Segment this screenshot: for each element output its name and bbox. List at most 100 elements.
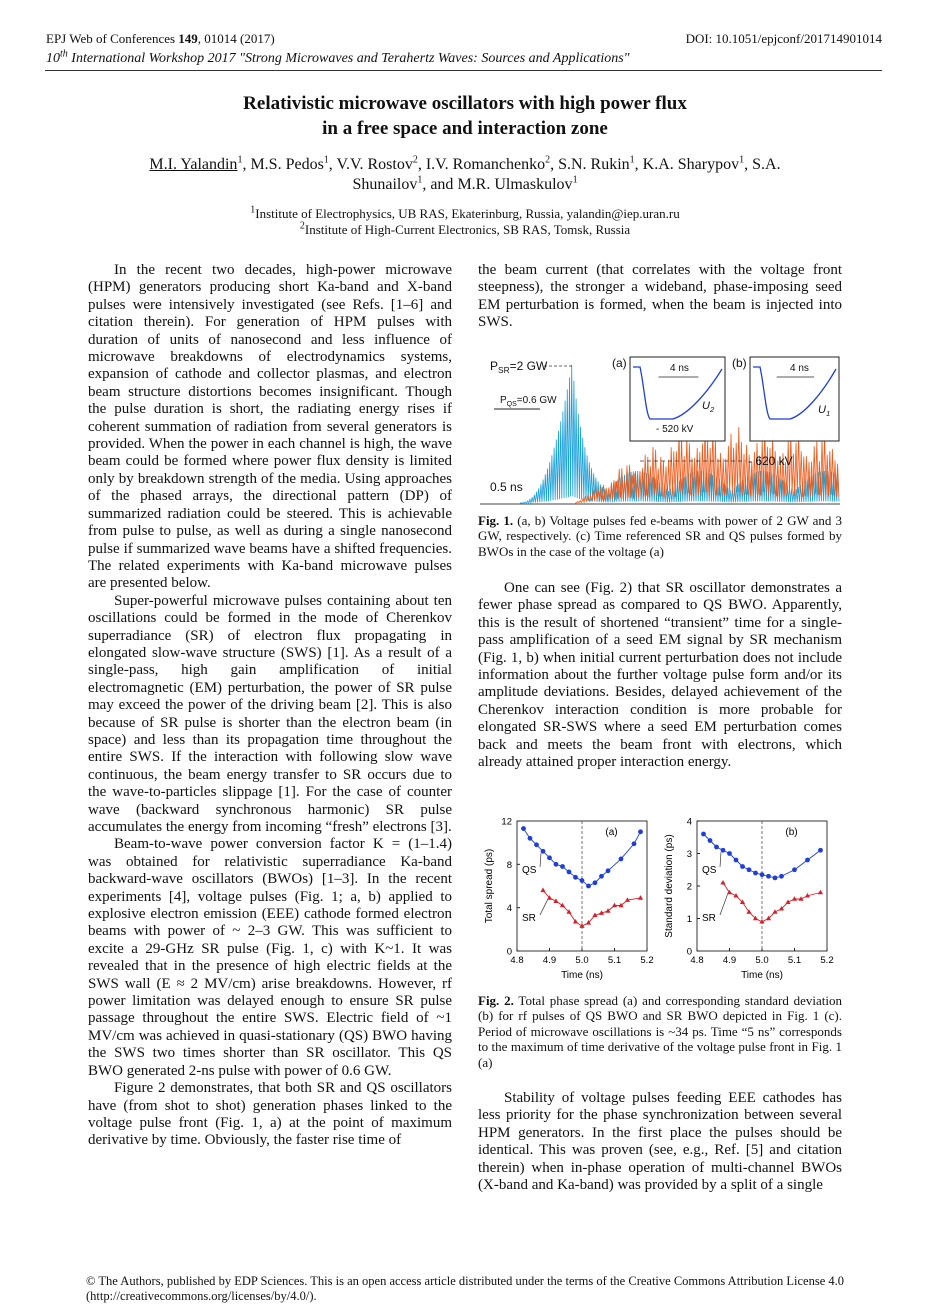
voltage-trace bbox=[753, 366, 837, 420]
left-column: In the recent two decades, high-power mi… bbox=[88, 262, 452, 1150]
workshop-name: International Workshop 2017 "Strong Micr… bbox=[67, 51, 630, 66]
x-tick-label: 4.8 bbox=[690, 955, 703, 966]
figure-caption: Fig. 1. (a, b) Voltage pulses fed e-beam… bbox=[478, 513, 842, 559]
data-point bbox=[733, 857, 739, 863]
affiliation-mark: 2 bbox=[412, 154, 418, 166]
data-point bbox=[553, 898, 559, 903]
data-point bbox=[618, 902, 624, 908]
series-annotation: QS bbox=[522, 865, 537, 876]
x-tick-label: 4.9 bbox=[723, 955, 736, 966]
header-rule bbox=[45, 70, 882, 71]
fit-line bbox=[542, 890, 641, 927]
data-point bbox=[720, 879, 726, 885]
data-point bbox=[766, 873, 771, 879]
figure-label: (a) bbox=[612, 356, 627, 370]
affiliation-text: Institute of High-Current Electronics, S… bbox=[304, 222, 631, 237]
label-text: U bbox=[702, 400, 710, 412]
author: I.V. Romanchenko2, bbox=[426, 155, 559, 173]
data-point bbox=[540, 848, 546, 854]
label-text: 4 ns bbox=[670, 363, 689, 374]
author: M.R. Ulmaskulov1 bbox=[457, 174, 578, 193]
separator: , bbox=[550, 156, 559, 173]
label-rest: =2 GW bbox=[510, 359, 548, 373]
data-point bbox=[579, 878, 585, 883]
title-line: in a free space and interaction zone bbox=[322, 118, 608, 139]
paragraph: Super-powerful microwave pulses containi… bbox=[88, 592, 452, 835]
data-point bbox=[546, 895, 553, 900]
ordinal: 10 bbox=[46, 51, 60, 66]
affiliation-mark: 1 bbox=[237, 154, 243, 166]
data-point bbox=[805, 857, 810, 863]
data-point bbox=[746, 867, 752, 873]
y-tick-label: 3 bbox=[687, 849, 692, 860]
data-point bbox=[566, 909, 572, 914]
data-point bbox=[631, 841, 637, 847]
data-point bbox=[817, 889, 824, 895]
label-subscript: QS bbox=[507, 401, 517, 408]
series-annotation: SR bbox=[522, 913, 536, 924]
data-point bbox=[585, 920, 592, 925]
separator: , bbox=[242, 156, 251, 173]
affiliation-number: 1 bbox=[250, 204, 256, 216]
data-point bbox=[592, 912, 598, 918]
affiliation: 2Institute of High-Current Electronics, … bbox=[115, 220, 815, 238]
data-point bbox=[559, 902, 566, 908]
author-name: S.A. Shunailov bbox=[352, 156, 781, 193]
label-text: (b) bbox=[732, 356, 747, 370]
data-point bbox=[818, 847, 823, 853]
label-text: 4 ns bbox=[790, 363, 809, 374]
data-point bbox=[752, 915, 759, 921]
annotation-leader bbox=[539, 899, 548, 916]
data-point bbox=[553, 861, 559, 867]
x-tick-label: 5.2 bbox=[640, 955, 653, 966]
y-tick-label: 4 bbox=[687, 817, 692, 828]
affiliation-mark: 1 bbox=[572, 174, 578, 186]
annotation-leader bbox=[719, 894, 728, 916]
panel-label: (a) bbox=[605, 827, 617, 838]
data-point bbox=[753, 870, 758, 876]
paragraph: the beam current (that correlates with t… bbox=[478, 262, 842, 331]
article-number: , 01014 (2017) bbox=[197, 31, 275, 46]
data-point bbox=[586, 883, 591, 889]
caption-text: (a, b) Voltage pulses fed e-beams with p… bbox=[478, 513, 843, 559]
separator: , bbox=[744, 156, 753, 173]
caption-label: Fig. 1. bbox=[478, 513, 514, 528]
label-text: P bbox=[490, 359, 498, 373]
author-name: V.V. Rostov bbox=[336, 156, 413, 173]
data-point bbox=[779, 873, 784, 879]
series-annotation: QS bbox=[702, 865, 717, 876]
x-tick-label: 5.1 bbox=[608, 955, 621, 966]
data-point bbox=[804, 892, 811, 898]
data-point bbox=[605, 908, 611, 913]
x-tick-label: 5.0 bbox=[755, 955, 768, 966]
running-head: EPJ Web of Conferences 149, 01014 (2017) bbox=[46, 31, 275, 47]
license-footer: © The Authors, published by EDP Sciences… bbox=[86, 1274, 844, 1303]
y-tick-label: 12 bbox=[501, 817, 512, 828]
label-subscript: 1 bbox=[826, 409, 830, 418]
data-point bbox=[521, 826, 526, 831]
paragraph: One can see (Fig. 2) that SR oscillator … bbox=[478, 580, 842, 771]
right-column-bottom: Stability of voltage pulses feeding EEE … bbox=[478, 1090, 842, 1194]
x-tick-label: 5.0 bbox=[575, 955, 588, 966]
data-point bbox=[720, 847, 726, 853]
data-point bbox=[566, 869, 572, 875]
x-tick-label: 5.1 bbox=[788, 955, 801, 966]
x-axis-label: Time (ns) bbox=[561, 970, 603, 981]
y-tick-label: 8 bbox=[507, 860, 512, 871]
data-point bbox=[792, 867, 797, 873]
figure-label: U1 bbox=[818, 404, 830, 418]
paragraph: In the recent two decades, high-power mi… bbox=[88, 262, 452, 592]
data-point bbox=[527, 835, 533, 841]
affiliation-number: 2 bbox=[299, 220, 305, 232]
figure-label: 0.5 ns bbox=[490, 480, 523, 494]
authors: M.I. Yalandin1, M.S. Pedos1, V.V. Rostov… bbox=[125, 155, 805, 195]
data-point bbox=[746, 909, 752, 914]
figure-caption: Fig. 2. Total phase spread (a) and corre… bbox=[478, 993, 842, 1070]
fit-line bbox=[722, 882, 821, 923]
label-rest: =0.6 GW bbox=[517, 395, 557, 406]
data-point bbox=[638, 829, 643, 835]
inset-frame bbox=[629, 356, 726, 442]
data-point bbox=[592, 880, 598, 886]
figure-label: 4 ns bbox=[790, 363, 809, 374]
